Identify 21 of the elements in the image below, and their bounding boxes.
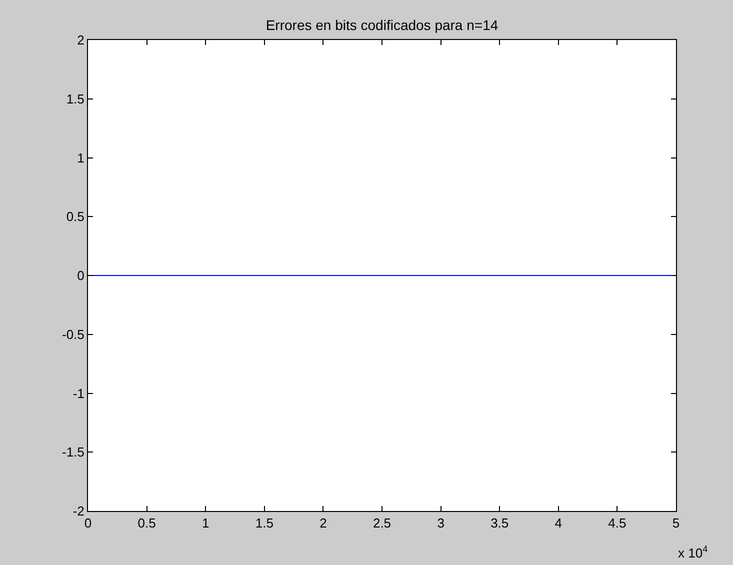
x-tick-label: 2.5 bbox=[372, 516, 392, 531]
y-tick-label: -0.5 bbox=[62, 326, 84, 342]
x-tick-label: 1.5 bbox=[255, 516, 274, 531]
x-tick-label: 3.5 bbox=[490, 516, 509, 531]
y-tick-label: -1.5 bbox=[62, 444, 84, 460]
y-tick-label: -2 bbox=[72, 504, 84, 519]
x-tick-label: 2 bbox=[320, 516, 327, 531]
x-tick-label: 3 bbox=[437, 516, 444, 531]
y-tick-label: 0 bbox=[77, 268, 84, 284]
x-tick-label: 5 bbox=[672, 516, 680, 531]
y-tick-label: -1 bbox=[72, 386, 84, 401]
text: x 10$^{4}$ bbox=[678, 544, 708, 560]
y-tick-label: 1.5 bbox=[66, 91, 84, 106]
y-tick-label: 0.5 bbox=[66, 209, 84, 224]
chart-title: Errores en bits codificados para n=14 bbox=[266, 17, 498, 33]
y-tick-label: 1 bbox=[77, 150, 84, 166]
y-tick-label: 2 bbox=[77, 32, 84, 48]
x-tick-label: 1 bbox=[202, 516, 210, 531]
x-tick-label: 0.5 bbox=[138, 516, 156, 531]
x-tick-label: 4.5 bbox=[608, 516, 626, 531]
x-tick-label: 4 bbox=[554, 516, 562, 531]
